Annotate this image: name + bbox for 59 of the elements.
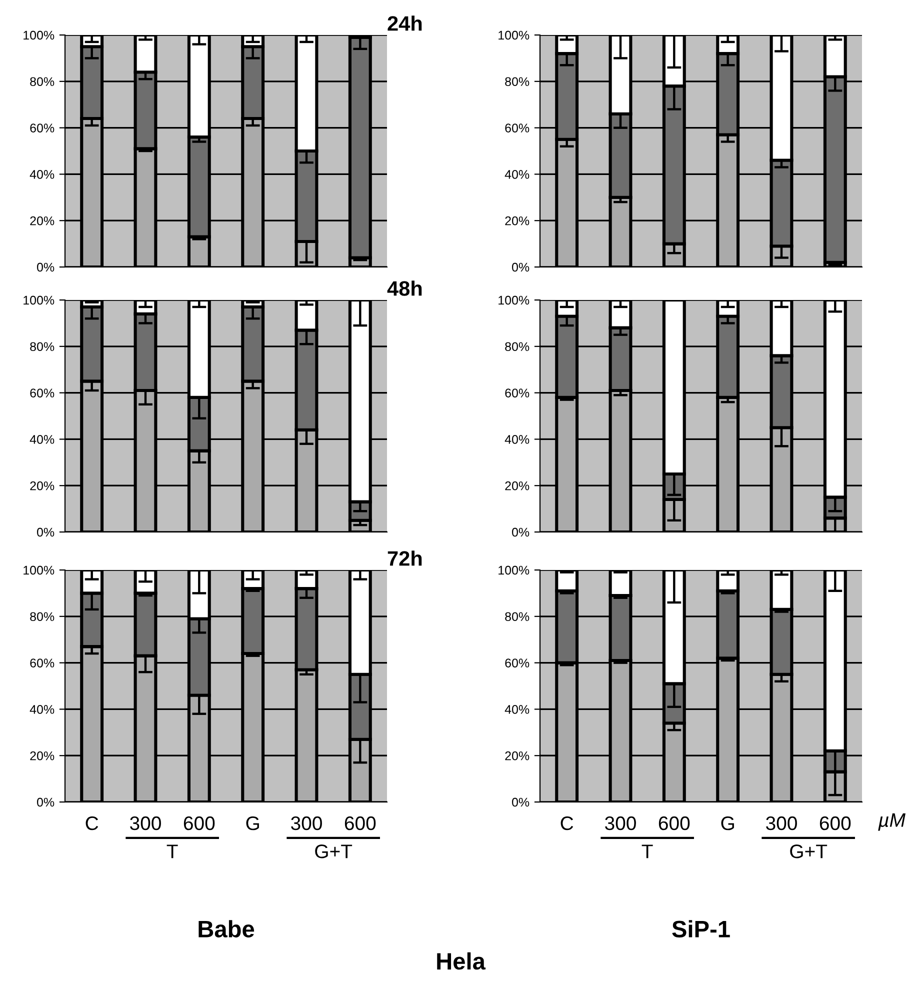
y-tick-label: 60% xyxy=(30,388,54,398)
x-tick-label: 300 xyxy=(605,816,636,830)
y-tick-label: 80% xyxy=(505,612,530,622)
y-tick-label: 80% xyxy=(30,77,54,86)
x-tick-label: 300 xyxy=(766,816,797,830)
y-tick-label: 100% xyxy=(24,566,54,575)
y-tick-label: 60% xyxy=(30,124,54,132)
y-tick-label: 60% xyxy=(505,124,530,132)
y-tick-label: 100% xyxy=(24,296,54,305)
y-tick-label: 100% xyxy=(498,30,530,40)
x-axis-title: Babe xyxy=(198,920,254,938)
y-tick-label: 0% xyxy=(37,528,54,537)
y-tick-label: 20% xyxy=(30,216,54,226)
text: Hela xyxy=(437,952,486,970)
x-tick-label: C xyxy=(560,816,574,830)
y-tick-label: 40% xyxy=(30,705,54,714)
y-tick-label: 60% xyxy=(30,658,54,668)
y-tick-label: 80% xyxy=(505,77,530,86)
y-tick-label: 20% xyxy=(505,481,530,490)
y-tick-label: 100% xyxy=(498,296,530,305)
x-tick-label: G xyxy=(246,816,259,830)
text: µM xyxy=(878,813,906,831)
chart-title: 72h xyxy=(388,550,422,566)
x-tick-label: 600 xyxy=(184,816,215,830)
y-tick-label: 80% xyxy=(505,342,530,352)
y-tick-label: 20% xyxy=(505,751,530,760)
y-tick-label: 100% xyxy=(498,566,530,575)
text: G+T xyxy=(315,844,352,858)
chart-title: 24h xyxy=(388,16,422,31)
y-tick-label: 20% xyxy=(505,216,530,226)
y-tick-label: 60% xyxy=(505,658,530,668)
chart-title: 48h xyxy=(387,280,422,296)
y-tick-label: 20% xyxy=(30,751,54,760)
y-tick-label: 0% xyxy=(37,798,54,807)
y-tick-label: 20% xyxy=(30,481,54,490)
y-tick-label: 40% xyxy=(504,435,530,444)
x-axis-title: SiP-1 xyxy=(672,920,730,938)
y-tick-label: 80% xyxy=(30,612,54,622)
y-tick-label: 80% xyxy=(30,342,54,352)
y-tick-label: 40% xyxy=(504,705,530,714)
y-tick-label: 0% xyxy=(37,262,54,272)
y-tick-label: 40% xyxy=(504,170,530,179)
x-tick-label: 300 xyxy=(130,816,161,830)
x-tick-label: 600 xyxy=(658,816,690,830)
x-tick-label: C xyxy=(86,816,98,830)
x-tick-label: 600 xyxy=(820,816,851,830)
y-tick-label: 0% xyxy=(512,798,530,807)
y-tick-label: 0% xyxy=(512,528,530,537)
text: T xyxy=(642,844,653,858)
x-tick-label: 600 xyxy=(344,816,376,830)
text: G+T xyxy=(790,844,828,858)
y-tick-label: 40% xyxy=(30,435,54,444)
x-tick-label: G xyxy=(721,816,734,830)
x-tick-label: 300 xyxy=(291,816,322,830)
y-tick-label: 0% xyxy=(512,262,530,272)
y-tick-label: 60% xyxy=(505,388,530,398)
y-tick-label: 100% xyxy=(24,30,54,40)
text: T xyxy=(166,844,178,858)
y-tick-label: 40% xyxy=(30,170,54,179)
